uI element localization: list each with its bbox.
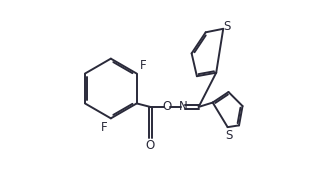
- Text: O: O: [146, 139, 155, 152]
- Text: S: S: [223, 20, 231, 33]
- Text: O: O: [162, 100, 172, 113]
- Text: N: N: [178, 100, 187, 113]
- Text: F: F: [140, 59, 147, 72]
- Text: F: F: [100, 121, 107, 134]
- Text: S: S: [226, 129, 233, 142]
